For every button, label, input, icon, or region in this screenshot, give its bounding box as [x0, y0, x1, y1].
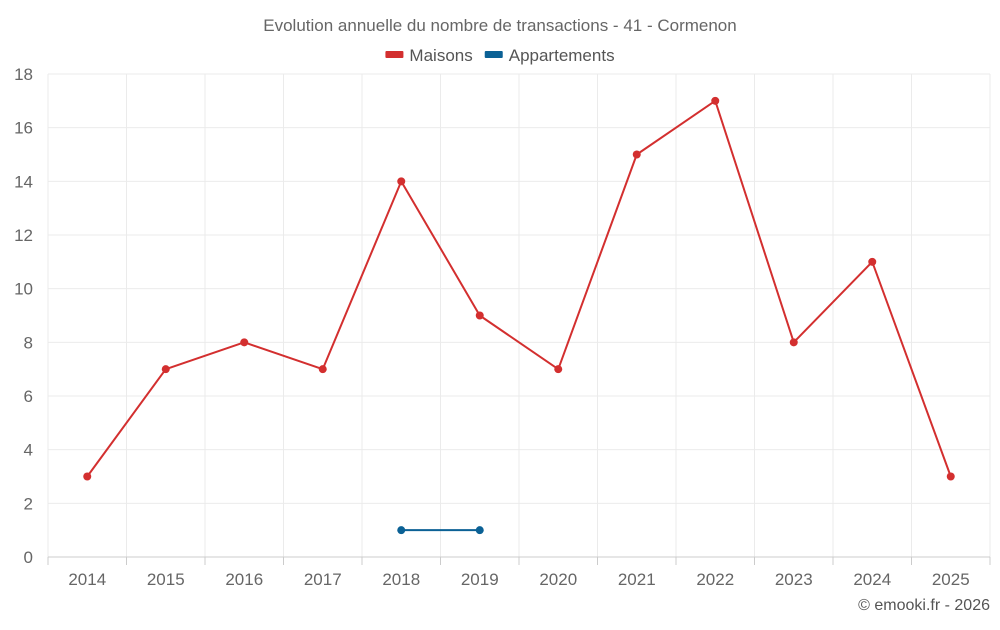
y-tick-label: 4 [24, 441, 33, 460]
legend-item-maisons[interactable]: Maisons [385, 46, 473, 65]
legend-label: Maisons [409, 46, 472, 65]
legend-swatch [484, 51, 503, 58]
x-tick-label: 2020 [539, 570, 577, 589]
legend-label: Appartements [509, 46, 615, 65]
y-tick-label: 10 [14, 280, 33, 299]
data-point[interactable] [397, 526, 406, 535]
data-point[interactable] [711, 96, 720, 105]
y-tick-label: 8 [24, 333, 33, 352]
x-tick-label: 2024 [853, 570, 891, 589]
x-tick-label: 2022 [696, 570, 734, 589]
data-point[interactable] [240, 338, 249, 347]
x-tick-label: 2018 [382, 570, 420, 589]
data-point[interactable] [161, 365, 170, 374]
data-point[interactable] [868, 257, 877, 266]
data-point[interactable] [475, 526, 484, 535]
x-tick-label: 2021 [618, 570, 656, 589]
data-point[interactable] [946, 472, 955, 481]
data-point[interactable] [554, 365, 563, 374]
credit-text: © emooki.fr - 2026 [858, 597, 990, 614]
y-tick-label: 2 [24, 494, 33, 513]
y-tick-label: 12 [14, 226, 33, 245]
x-tick-label: 2017 [304, 570, 342, 589]
x-tick-label: 2015 [147, 570, 185, 589]
data-point[interactable] [397, 177, 406, 186]
x-tick-label: 2019 [461, 570, 499, 589]
y-tick-label: 18 [14, 65, 33, 84]
data-point[interactable] [475, 311, 484, 320]
y-tick-label: 6 [24, 387, 33, 406]
axis-layer: 0 2 4 6 8 10 12 14 16 18 2014 2015 2016 2017 2018 2019 2… [14, 65, 991, 589]
y-tick-label: 16 [14, 119, 33, 138]
x-tick-label: 2023 [775, 570, 813, 589]
data-point[interactable] [632, 150, 641, 159]
legend-item-appartements[interactable]: Appartements [484, 46, 615, 65]
series-line [86, 99, 952, 478]
legend-swatch [385, 51, 404, 58]
series-layer [83, 96, 955, 535]
series-appartements [397, 526, 484, 535]
data-point[interactable] [83, 472, 92, 481]
data-point[interactable] [789, 338, 798, 347]
x-tick-label: 2016 [225, 570, 263, 589]
x-tick-label: 2014 [68, 570, 106, 589]
data-point[interactable] [318, 365, 327, 374]
series-maisons [83, 96, 955, 481]
legend: Maisons Appartements [385, 46, 615, 65]
grid-layer [47, 73, 991, 557]
y-tick-label: 0 [24, 548, 33, 567]
chart-title: Evolution annuelle du nombre de transact… [263, 16, 736, 35]
y-tick-label: 14 [14, 172, 33, 191]
x-tick-label: 2025 [932, 570, 970, 589]
